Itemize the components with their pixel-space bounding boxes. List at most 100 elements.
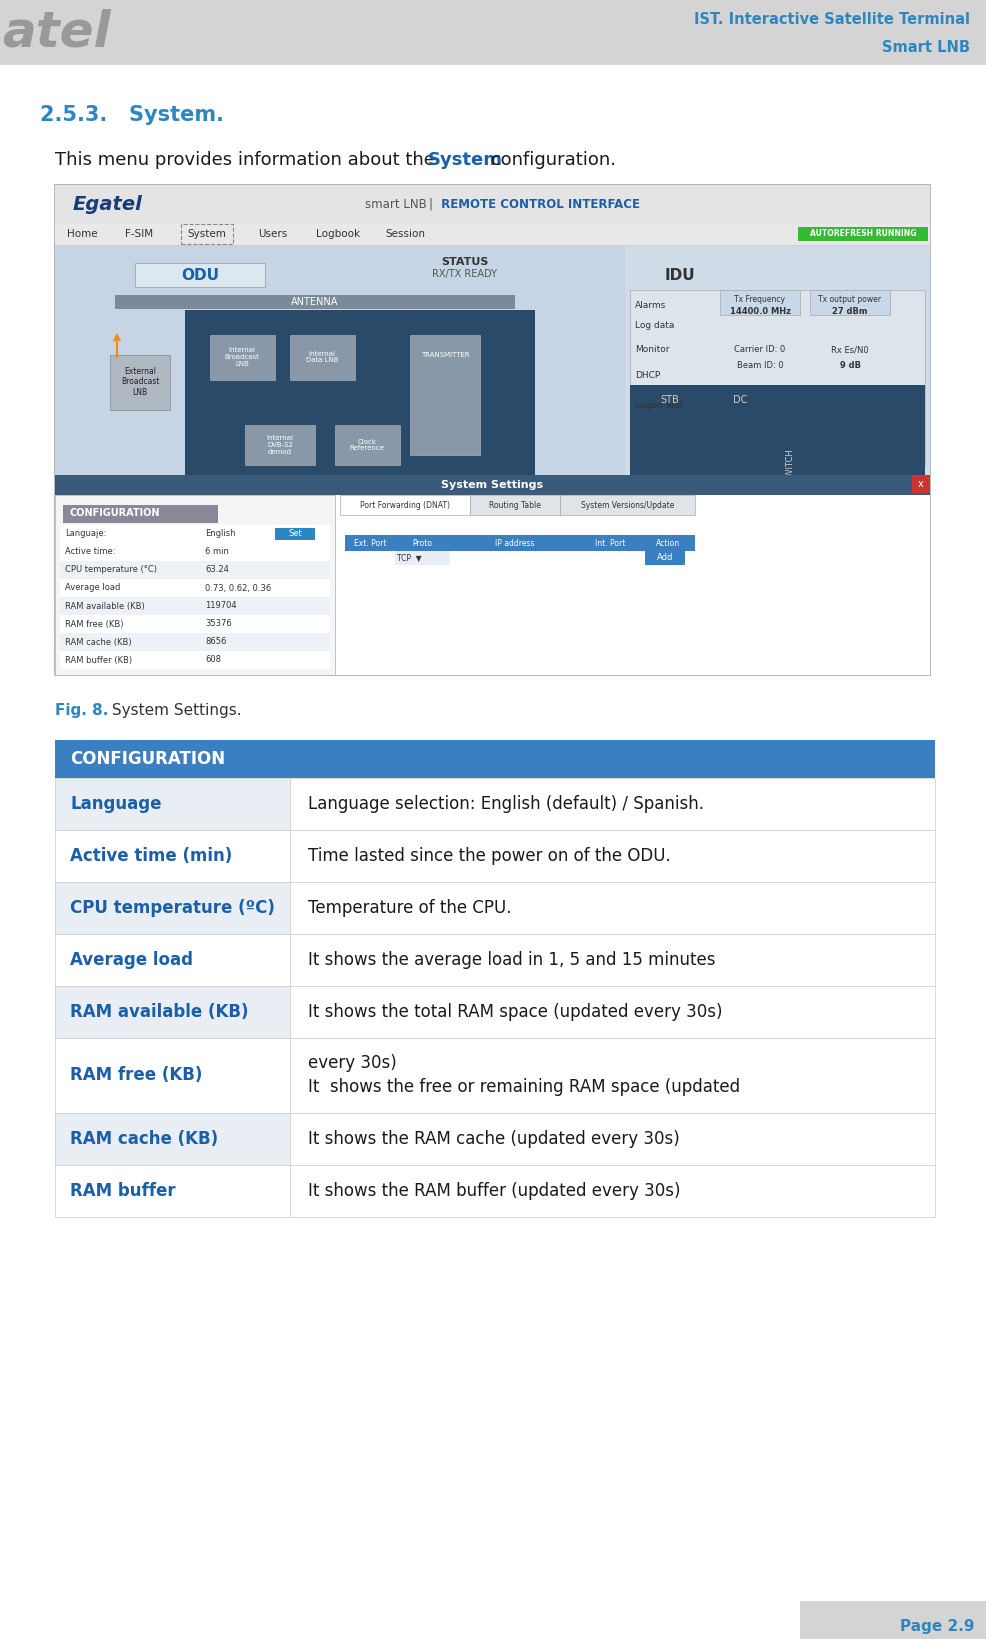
Bar: [135, 262, 264, 287]
Text: RAM buffer (KB): RAM buffer (KB): [65, 656, 132, 664]
Bar: [624, 244, 929, 675]
Text: IDU: IDU: [664, 267, 694, 282]
Text: Average load: Average load: [70, 951, 193, 969]
Bar: [290, 934, 934, 987]
Text: Session: Session: [385, 229, 425, 239]
Bar: [469, 495, 559, 515]
Text: AUTOREFRESH RUNNING: AUTOREFRESH RUNNING: [809, 229, 915, 239]
Bar: [245, 425, 315, 465]
Text: Add: Add: [656, 554, 672, 562]
Bar: [719, 290, 800, 315]
Text: smart LNB: smart LNB: [365, 198, 426, 210]
Bar: [60, 543, 329, 561]
Text: RAM cache (KB): RAM cache (KB): [70, 1129, 218, 1147]
Bar: [559, 495, 694, 515]
Text: Proto: Proto: [412, 539, 432, 547]
Text: 6 min: 6 min: [205, 547, 229, 557]
Text: DC: DC: [732, 395, 746, 405]
Bar: [55, 779, 290, 829]
Text: DHCP: DHCP: [634, 370, 660, 380]
Text: CPU temperature (ºC): CPU temperature (ºC): [70, 900, 274, 916]
Text: System: System: [428, 151, 503, 169]
Text: Language selection: English (default) / Spanish.: Language selection: English (default) / …: [308, 795, 703, 813]
Text: Tx Frequency: Tx Frequency: [734, 295, 785, 305]
Bar: [290, 829, 934, 882]
Bar: [210, 334, 275, 380]
Bar: [63, 505, 218, 523]
Text: RAM available (KB): RAM available (KB): [70, 1003, 248, 1021]
Text: Tx output power: Tx output power: [817, 295, 880, 305]
Bar: [290, 1165, 934, 1218]
Bar: [345, 534, 394, 551]
Text: Set: Set: [288, 528, 302, 538]
Text: ODU: ODU: [180, 267, 219, 282]
Bar: [290, 882, 934, 934]
Text: Time lasted since the power on of the ODU.: Time lasted since the power on of the OD…: [308, 847, 670, 865]
Text: IST. Interactive Satellite Terminal: IST. Interactive Satellite Terminal: [693, 13, 969, 28]
Text: IP address: IP address: [495, 539, 534, 547]
Text: Average load: Average load: [65, 583, 120, 593]
Text: 63.24: 63.24: [205, 565, 229, 575]
Bar: [339, 495, 469, 515]
Text: x: x: [917, 479, 923, 488]
Bar: [55, 475, 929, 495]
Text: Ext. Port: Ext. Port: [353, 539, 386, 547]
Text: 2.5.3.   System.: 2.5.3. System.: [40, 105, 224, 125]
Bar: [810, 290, 889, 315]
Bar: [55, 987, 290, 1037]
Bar: [334, 425, 399, 465]
Text: Log data: Log data: [634, 321, 673, 329]
Bar: [184, 310, 534, 651]
Text: SWITCH: SWITCH: [785, 449, 794, 482]
Bar: [644, 551, 684, 565]
Bar: [55, 1113, 290, 1165]
Bar: [60, 633, 329, 651]
Text: Internal
Broadcast
LNB: Internal Broadcast LNB: [225, 347, 259, 367]
Bar: [55, 244, 624, 675]
Bar: [55, 185, 929, 223]
Text: It  shows the free or remaining RAM space (updated: It shows the free or remaining RAM space…: [308, 1078, 740, 1096]
Text: It shows the RAM cache (updated every 30s): It shows the RAM cache (updated every 30…: [308, 1129, 679, 1147]
Text: Active time (min): Active time (min): [70, 847, 232, 865]
Bar: [409, 334, 479, 456]
Text: 0.73, 0.62, 0.36: 0.73, 0.62, 0.36: [205, 583, 271, 593]
Bar: [55, 739, 934, 779]
Bar: [60, 524, 329, 543]
Text: Smart LNB: Smart LNB: [881, 39, 969, 54]
Bar: [55, 934, 290, 987]
Bar: [450, 534, 580, 551]
Bar: [798, 226, 927, 241]
Text: STATUS: STATUS: [441, 257, 488, 267]
Bar: [580, 534, 639, 551]
Text: 27 dBm: 27 dBm: [831, 308, 867, 316]
Text: Page 2.9: Page 2.9: [899, 1619, 974, 1634]
Bar: [55, 1165, 290, 1218]
Text: 608: 608: [205, 656, 221, 664]
Text: External
Broadcast
LNB: External Broadcast LNB: [120, 367, 159, 397]
Text: RAM free (KB): RAM free (KB): [65, 620, 123, 628]
Bar: [800, 1601, 986, 1639]
Bar: [55, 1037, 290, 1113]
Text: Internal
Data LNB: Internal Data LNB: [306, 351, 338, 364]
Text: English: English: [205, 529, 236, 539]
Bar: [290, 334, 355, 380]
Text: System Settings.: System Settings.: [106, 703, 242, 718]
Text: |: |: [429, 198, 433, 210]
Text: RAM available (KB): RAM available (KB): [65, 602, 145, 610]
Text: 14400.0 MHz: 14400.0 MHz: [729, 308, 790, 316]
Bar: [60, 615, 329, 633]
Bar: [629, 385, 924, 665]
Text: ANTENNA: ANTENNA: [291, 297, 338, 306]
Bar: [394, 534, 450, 551]
Bar: [290, 1037, 934, 1113]
Text: Int. Port: Int. Port: [595, 539, 624, 547]
Text: RAM cache (KB): RAM cache (KB): [65, 638, 131, 646]
Text: It shows the average load in 1, 5 and 15 minutes: It shows the average load in 1, 5 and 15…: [308, 951, 715, 969]
Text: Active time:: Active time:: [65, 547, 115, 557]
Text: TRANSMITTER: TRANSMITTER: [420, 352, 468, 357]
Text: Home: Home: [67, 229, 98, 239]
Bar: [55, 882, 290, 934]
Text: Internal
DVB-S2
demod: Internal DVB-S2 demod: [266, 434, 293, 456]
Text: 35376: 35376: [205, 620, 232, 628]
Text: Beam ID: 0: Beam ID: 0: [736, 361, 783, 369]
